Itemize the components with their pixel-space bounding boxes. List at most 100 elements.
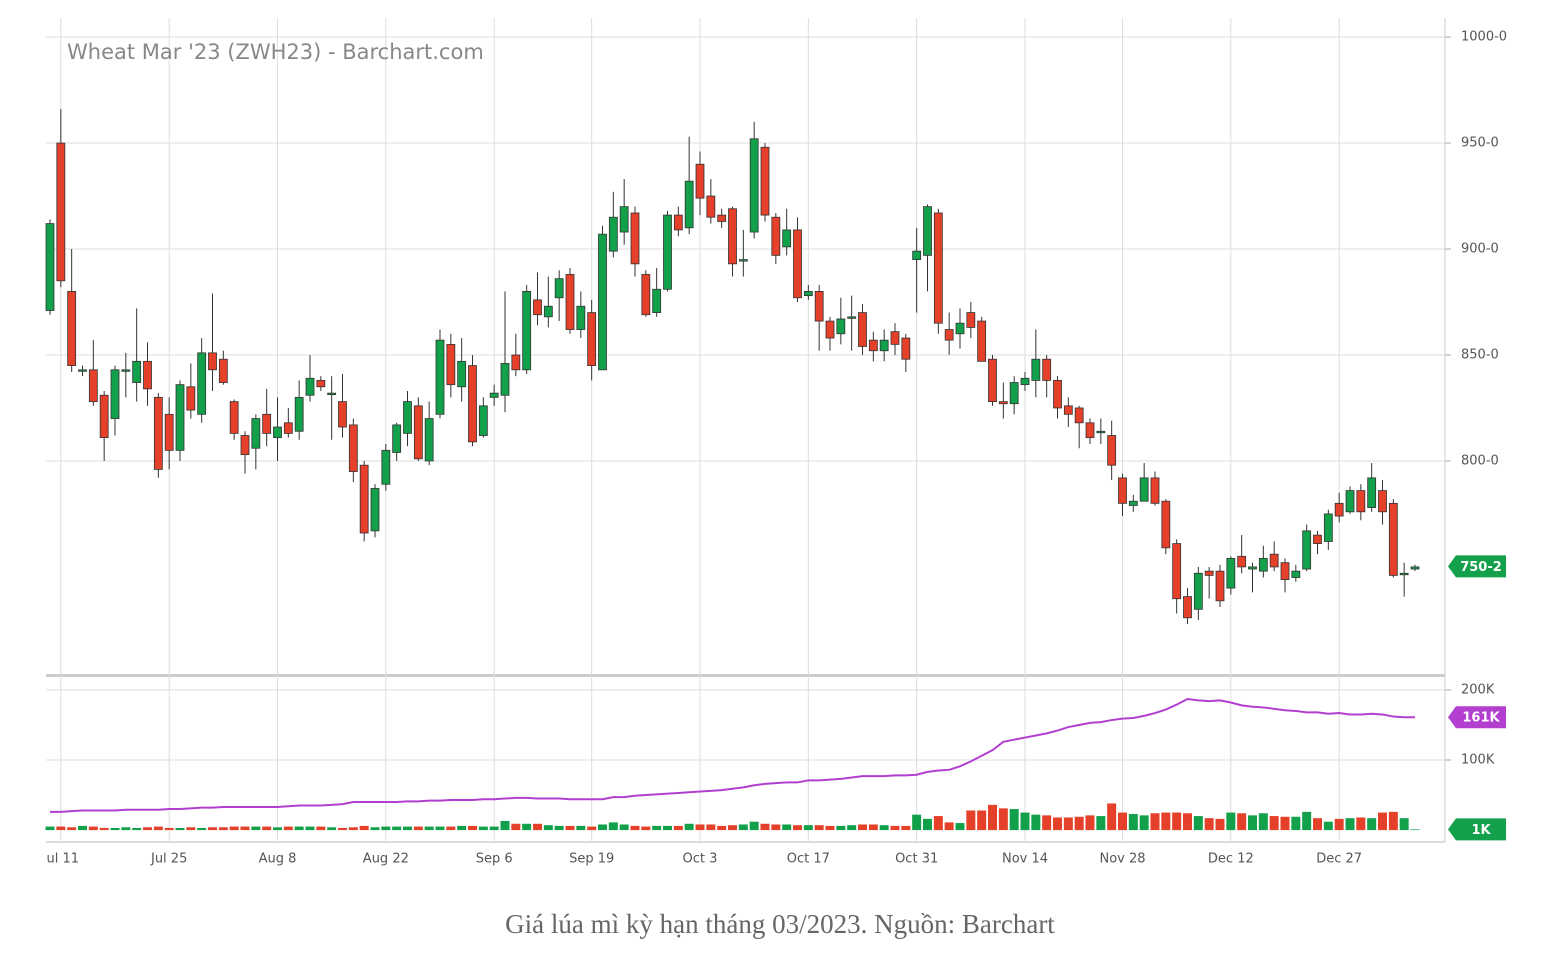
candle-body <box>836 318 846 335</box>
candle-body <box>45 223 55 311</box>
candle-body <box>1053 380 1062 409</box>
candle-body <box>1150 477 1160 504</box>
x-tick-label: Jul 11 <box>42 852 79 867</box>
candle-body <box>933 212 943 324</box>
candle-body <box>67 290 77 366</box>
volume-bar <box>1291 816 1301 831</box>
volume-bar <box>1096 816 1106 831</box>
x-tick-label: Sep 19 <box>569 852 614 867</box>
volume-bar <box>554 825 564 831</box>
volume-bar <box>803 825 813 831</box>
last-price-tag <box>1448 555 1506 578</box>
volume-bar <box>1139 815 1149 831</box>
candle-body <box>1107 435 1117 466</box>
candle-body <box>598 233 607 371</box>
panel-divider <box>46 674 1445 677</box>
volume-bar <box>955 823 965 831</box>
volume-bar <box>522 823 532 831</box>
candle-body <box>175 384 185 451</box>
candle-body <box>717 214 727 222</box>
candle-body <box>489 392 499 398</box>
candle-body <box>587 312 597 366</box>
candle-body <box>1323 513 1333 542</box>
volume-bar <box>1302 811 1312 831</box>
candle-body <box>1367 477 1377 508</box>
candle-body <box>392 424 402 453</box>
candle-body <box>533 299 542 316</box>
volume-bar <box>1118 812 1127 831</box>
volume-bar <box>771 824 781 831</box>
candle-body <box>478 405 488 436</box>
candle-body <box>1313 534 1322 544</box>
volume-bar <box>652 825 662 831</box>
candle-body <box>706 195 716 218</box>
volume-bar <box>576 825 586 831</box>
volume-bar <box>1258 813 1268 831</box>
candle-body <box>858 312 867 347</box>
volume-bar <box>1150 813 1160 831</box>
candle-body <box>868 339 878 352</box>
candle-body <box>803 290 813 297</box>
volume-bar <box>533 823 542 831</box>
candle-body <box>1128 500 1138 506</box>
x-tick-label: Jul 25 <box>150 852 187 867</box>
volume-bar <box>1399 818 1409 831</box>
volume-bar <box>1193 816 1203 831</box>
chart-title: Wheat Mar '23 (ZWH23) - Barchart.com <box>67 40 484 64</box>
candle-body <box>641 274 651 316</box>
candle-body <box>251 418 261 449</box>
candle-body <box>1215 570 1225 602</box>
volume-bar <box>1345 818 1355 831</box>
volume-bar <box>641 826 651 831</box>
candle-body <box>316 380 326 388</box>
candle-body <box>1302 530 1312 570</box>
candle-body <box>630 212 640 265</box>
volume-bar <box>1172 812 1182 831</box>
candle-body <box>1009 382 1019 405</box>
volume-bar <box>294 826 304 831</box>
candle-body <box>153 396 163 470</box>
volume-bar <box>1388 811 1398 831</box>
candle-body <box>576 305 586 330</box>
candle-body <box>197 352 207 415</box>
volume-bar <box>511 823 521 831</box>
y-tick-label: 950-0 <box>1461 136 1499 151</box>
volume-bar <box>283 826 293 831</box>
volume-bar <box>1074 816 1084 831</box>
volume-bar <box>760 823 770 831</box>
volume-bar <box>175 827 185 831</box>
last-oi-tag-label: 161K <box>1462 711 1500 726</box>
volume-bar <box>1410 829 1420 831</box>
volume-bar <box>1031 814 1041 831</box>
volume-bar <box>338 827 347 831</box>
candle-body <box>99 394 109 439</box>
volume-bar <box>587 826 597 831</box>
volume-bar <box>836 825 846 831</box>
candle-body <box>955 322 965 335</box>
candle-body <box>457 360 467 388</box>
volume-bar <box>598 824 607 831</box>
last-volume-tag <box>1448 818 1506 841</box>
candle-body <box>164 413 174 451</box>
volume-bar <box>944 822 954 831</box>
volume-bar <box>45 826 55 831</box>
candle-body <box>608 216 618 252</box>
candle-body <box>511 354 521 371</box>
candle-body <box>283 422 293 434</box>
volume-bar <box>208 827 217 831</box>
volume-bar <box>998 808 1008 831</box>
candle-body <box>1139 477 1149 502</box>
candle-body <box>879 339 889 352</box>
candle-body <box>359 464 369 534</box>
volume-bar <box>240 826 250 831</box>
candle-body <box>554 278 564 299</box>
candle-body <box>782 229 792 248</box>
volume-bar <box>933 816 943 831</box>
x-tick-label: Sep 6 <box>476 852 513 867</box>
volume-bar <box>316 826 326 831</box>
candle-body <box>1031 358 1041 381</box>
candle-body <box>1334 502 1344 517</box>
volume-bar <box>153 826 163 831</box>
volume-bar <box>1020 812 1030 831</box>
volume-bar <box>1248 815 1257 831</box>
